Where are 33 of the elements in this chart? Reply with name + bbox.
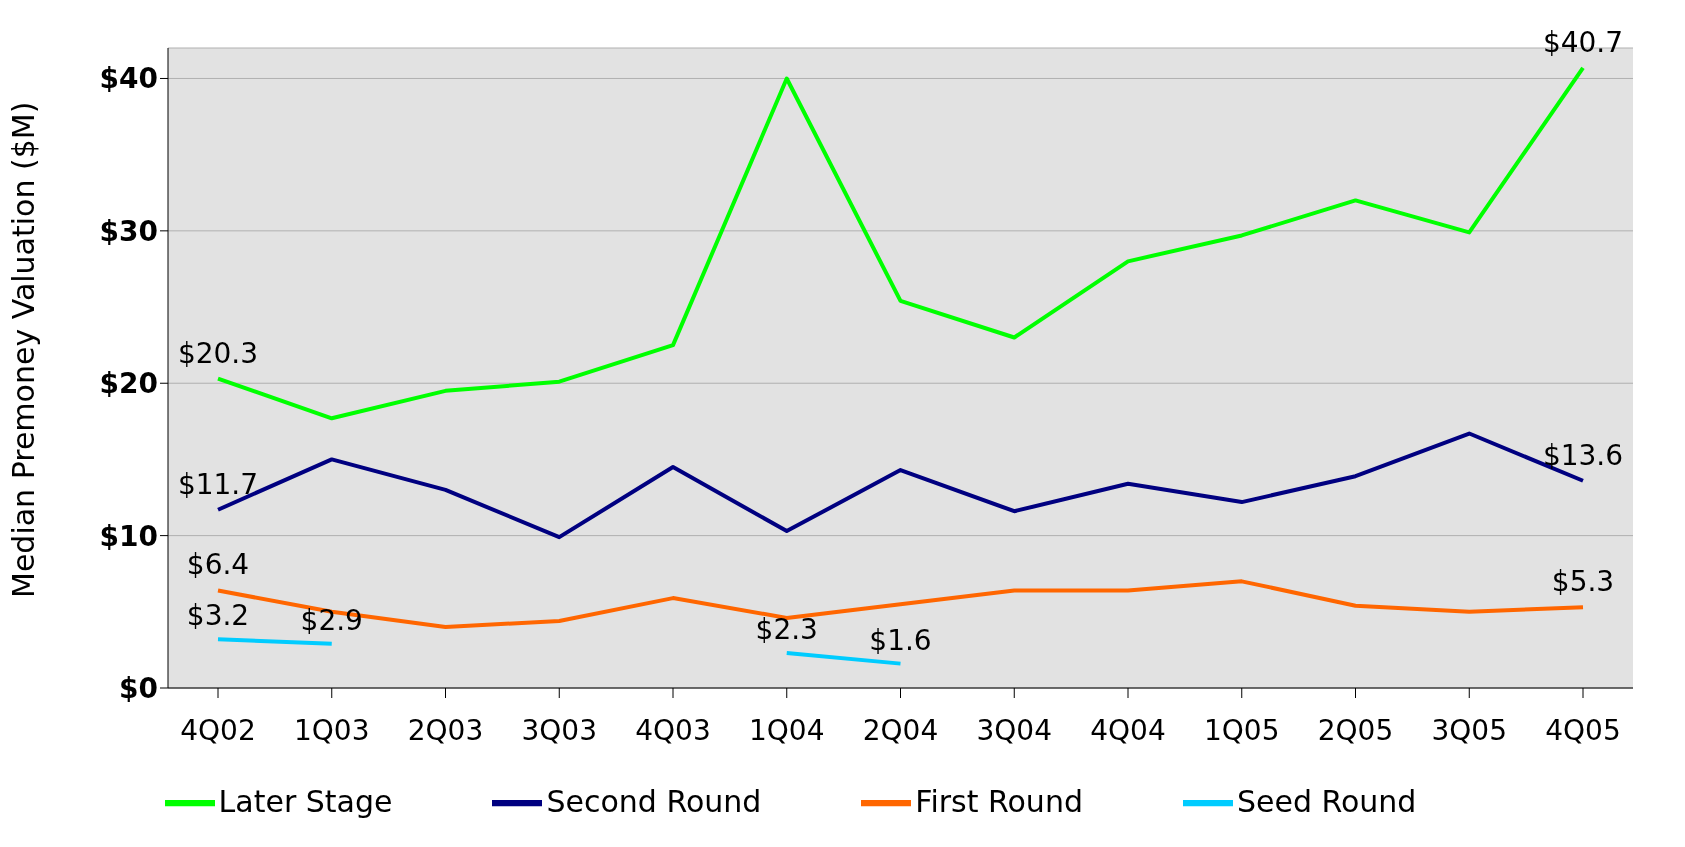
data-label: $40.7 xyxy=(1542,25,1624,59)
data-label: $1.6 xyxy=(869,623,932,657)
x-tick-label: 1Q05 xyxy=(1204,713,1280,747)
x-tick-label: 2Q04 xyxy=(862,713,939,747)
data-label: $13.6 xyxy=(1542,438,1624,472)
legend-label: First Round xyxy=(915,783,1083,819)
data-label: $5.3 xyxy=(1551,565,1615,599)
y-tick-label: $30 xyxy=(99,214,158,248)
data-label: $3.2 xyxy=(186,599,250,633)
x-tick-label: 3Q05 xyxy=(1431,713,1507,747)
data-label: $11.7 xyxy=(177,467,259,501)
legend-label: Seed Round xyxy=(1236,783,1417,819)
data-label: $6.4 xyxy=(186,548,250,582)
y-tick-label: $0 xyxy=(119,671,158,705)
y-axis-title: Median Premoney Valuation ($M) xyxy=(5,101,41,598)
x-tick-label: 2Q05 xyxy=(1317,713,1394,747)
y-tick-label: $20 xyxy=(99,367,158,401)
data-label: $2.3 xyxy=(755,612,818,646)
x-tick-label: 3Q04 xyxy=(976,713,1052,747)
x-tick-label: 4Q03 xyxy=(635,713,711,747)
legend-label: Later Stage xyxy=(218,783,393,819)
x-tick-label: 1Q04 xyxy=(749,713,825,747)
legend-label: Second Round xyxy=(546,783,762,819)
x-tick-label: 4Q02 xyxy=(180,713,256,747)
y-tick-label: $10 xyxy=(99,519,158,553)
data-label: $2.9 xyxy=(300,603,363,637)
data-label: $20.3 xyxy=(177,336,259,370)
x-tick-label: 4Q05 xyxy=(1545,713,1621,747)
x-tick-label: 3Q03 xyxy=(521,713,597,747)
x-tick-label: 1Q03 xyxy=(294,713,370,747)
y-tick-label: $40 xyxy=(99,62,158,96)
x-tick-label: 2Q03 xyxy=(407,713,484,747)
x-tick-label: 4Q04 xyxy=(1090,713,1166,747)
